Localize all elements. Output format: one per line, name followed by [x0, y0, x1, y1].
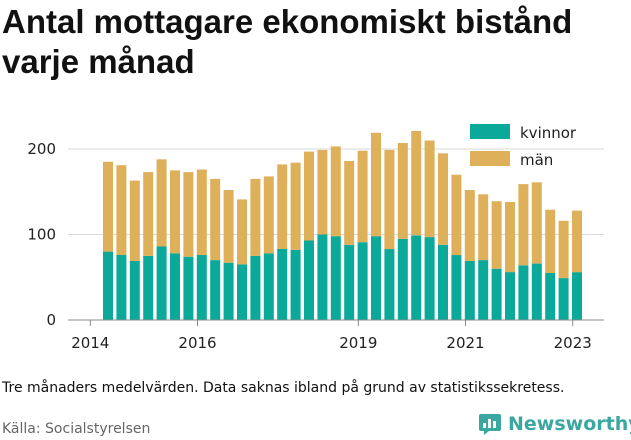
bar-kvinnor [183, 256, 194, 320]
bar-kvinnor [438, 244, 448, 320]
bar-kvinnor [478, 260, 489, 320]
bar-man [451, 174, 462, 256]
legend-label-man: män [520, 151, 553, 169]
newsworthy-logo[interactable]: Newsworthy [478, 408, 631, 440]
chart-area: 0 100 200 2014 2016 2019 2021 2023 kvinnor män [27, 124, 604, 352]
bar-kvinnor [196, 255, 207, 320]
bar-kvinnor [116, 255, 127, 320]
bar-man [196, 169, 207, 255]
bar-kvinnor [143, 255, 154, 320]
bar-kvinnor [545, 273, 556, 320]
bar-kvinnor [491, 268, 502, 320]
x-tick-label: 2019 [339, 334, 377, 352]
bar-man [304, 151, 314, 241]
bar-kvinnor [572, 272, 582, 320]
axes: 0 100 200 2014 2016 2019 2021 2023 [27, 140, 604, 352]
bar-kvinnor [237, 264, 247, 320]
bar-kvinnor [277, 249, 288, 320]
bar-kvinnor [558, 278, 569, 320]
bar-kvinnor [330, 236, 341, 320]
bar-man [103, 161, 113, 252]
bar-man [143, 172, 154, 256]
bar-chart-logo-icon [479, 414, 501, 435]
legend: kvinnor män [470, 124, 577, 169]
bar-kvinnor [156, 246, 167, 320]
bar-man [223, 190, 234, 263]
bar-man [210, 178, 221, 261]
bar-man [505, 202, 515, 273]
bar-kvinnor [505, 272, 515, 320]
x-tick-label: 2023 [554, 334, 592, 352]
chart-title: Antal mottagare ekonomiskt bistånd varje… [2, 3, 573, 80]
bar-man [317, 149, 328, 235]
bar-man [237, 199, 247, 265]
bar-man [129, 180, 140, 261]
bar-man [183, 172, 194, 257]
bar-man [263, 176, 274, 254]
legend-label-kvinnor: kvinnor [520, 124, 577, 142]
legend-swatch-man [470, 151, 510, 166]
bar-man [464, 190, 475, 261]
bar-man [357, 150, 368, 243]
bar-man [116, 165, 127, 255]
bar-man [545, 209, 556, 273]
bar-kvinnor [250, 255, 261, 320]
source-text: Källa: Socialstyrelsen [2, 421, 151, 437]
bar-kvinnor [304, 240, 314, 320]
y-tick-label: 200 [27, 140, 56, 158]
bar-man [156, 159, 167, 247]
bar-kvinnor [531, 263, 542, 320]
bar-man [491, 201, 502, 269]
bar-kvinnor [290, 249, 301, 320]
bar-kvinnor [103, 251, 113, 320]
bar-man [531, 182, 542, 264]
bar-kvinnor [451, 255, 462, 320]
bar-man [344, 161, 355, 245]
bar-man [330, 146, 341, 237]
x-tick-label: 2021 [446, 334, 484, 352]
bar-man [384, 149, 395, 250]
bar-man [411, 131, 422, 236]
bar-man [250, 178, 261, 256]
bar-kvinnor [223, 262, 234, 320]
bar-man [572, 210, 582, 273]
x-tick-label: 2014 [71, 334, 109, 352]
bars [103, 131, 582, 320]
bar-man [397, 143, 408, 239]
footnote: Tre månaders medelvärden. Data saknas ib… [2, 380, 565, 396]
bar-kvinnor [129, 261, 140, 320]
bar-man [290, 162, 301, 250]
bar-man [277, 164, 288, 249]
x-tick-label: 2016 [178, 334, 216, 352]
bar-kvinnor [464, 261, 475, 320]
bar-kvinnor [170, 253, 180, 320]
bar-kvinnor [384, 249, 395, 320]
bar-kvinnor [424, 237, 435, 320]
bar-kvinnor [263, 253, 274, 320]
bar-man [478, 194, 489, 261]
bar-kvinnor [518, 265, 529, 320]
bar-kvinnor [411, 235, 422, 320]
bar-kvinnor [357, 242, 368, 320]
bar-kvinnor [317, 234, 328, 320]
bar-man [170, 170, 180, 254]
bar-kvinnor [210, 260, 221, 320]
bar-man [424, 140, 435, 238]
bar-man [371, 132, 381, 237]
bar-man [438, 153, 448, 245]
brand-name: Newsworthy [508, 413, 631, 435]
bar-man [558, 220, 569, 279]
bar-man [518, 184, 529, 266]
legend-swatch-kvinnor [470, 124, 510, 139]
y-tick-label: 0 [46, 311, 56, 329]
y-tick-label: 100 [27, 226, 56, 244]
bar-kvinnor [344, 244, 355, 320]
bar-kvinnor [397, 238, 408, 320]
bar-kvinnor [371, 236, 381, 320]
